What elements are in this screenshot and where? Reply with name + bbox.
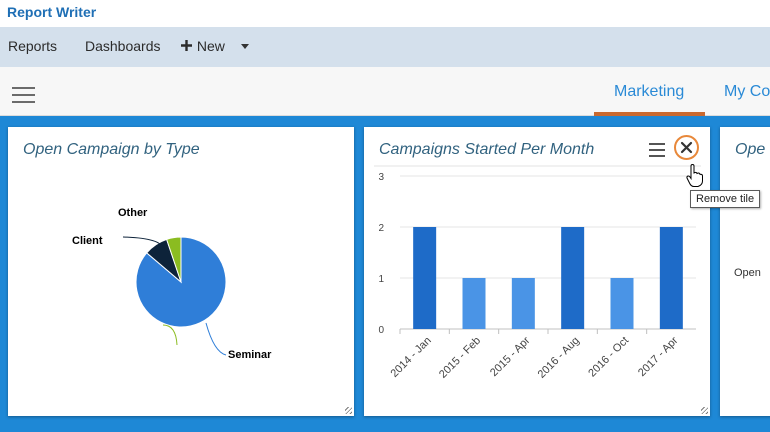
other-connector [162,324,178,346]
tile-menu-icon[interactable] [649,143,665,157]
x-tick-label: 2015 - Apr [488,334,533,379]
x-tick-label: 2014 - Jan [389,335,434,380]
menu-reports[interactable]: Reports [8,38,58,54]
tile-title: Ope [735,141,766,158]
tile-title: Campaigns Started Per Month [379,141,595,158]
pie-label-client: Client [72,235,103,247]
menu-new-label: New [196,38,225,54]
app-title: Report Writer [7,4,97,20]
bar-2015-apr[interactable] [511,278,535,329]
menu-new[interactable]: New [180,38,225,54]
remove-tile-tooltip: Remove tile [690,190,761,208]
y-tick-label: 0 [378,325,384,336]
bar-2014-jan[interactable] [413,227,437,329]
pie-chart: Other Client Seminar [72,207,272,361]
tile-title: Open Campaign by Type [23,141,200,158]
pie-slice-other[interactable] [165,236,182,283]
y-tick-label: 1 [378,274,384,285]
dashboard-tab-bar [0,67,770,116]
x-tick-label: 2017 - Apr [636,334,681,379]
menu-dashboards[interactable]: Dashboards [85,38,161,54]
chevron-down-icon[interactable] [241,44,249,49]
plus-icon [181,40,192,51]
tile-open-campaign-by-type[interactable]: Open Campaign by Type Other Client Semin… [8,127,354,416]
pie-label-seminar: Seminar [228,349,272,361]
y-tick-label: 2 [378,223,384,234]
tile-partial[interactable]: Ope Open [720,127,770,416]
active-tab-indicator [594,112,705,116]
bar-2015-feb[interactable] [462,278,486,329]
hamburger-menu-icon[interactable] [12,87,35,103]
bar-2017-apr[interactable] [659,227,683,329]
hand-cursor-icon [686,164,703,187]
close-icon[interactable] [674,135,699,160]
resize-handle[interactable] [701,407,708,414]
tile-campaigns-started-per-month[interactable]: Campaigns Started Per Month 0 1 2 3 2014 - … [364,127,710,416]
app-header: Report Writer [0,0,770,27]
main-menu-bar: Reports Dashboards New [0,27,770,67]
bar-2016-oct[interactable] [610,278,634,329]
x-tick-label: 2016 - Oct [586,335,631,380]
seminar-connector [205,322,227,356]
tab-marketing[interactable]: Marketing [614,83,685,100]
resize-handle[interactable] [345,407,352,414]
x-tick-label: 2015 - Feb [437,335,483,381]
client-connector [122,236,164,249]
pie-label-other: Other [118,207,148,219]
bar-2016-aug[interactable] [561,227,585,329]
tab-my-co[interactable]: My Co [724,83,770,100]
axis-label: Open [734,267,761,279]
y-tick-label: 3 [378,172,384,183]
x-tick-label: 2016 - Aug [536,335,582,381]
